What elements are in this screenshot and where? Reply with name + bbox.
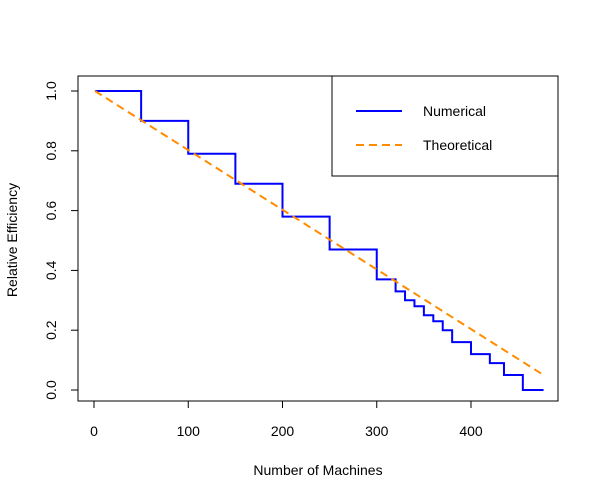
- x-tick-label-100: 100: [177, 423, 201, 439]
- y-tick-label-3: 0.6: [43, 201, 59, 221]
- series-numerical-line: [94, 90, 544, 391]
- legend-box: [331, 75, 559, 177]
- y-tick-label-0: 0.0: [43, 380, 59, 400]
- legend-label-numerical: Numerical: [423, 103, 486, 119]
- y-axis: 0.0 0.2 0.4 0.6 0.8 1.0: [43, 81, 79, 400]
- y-tick-label-4: 0.8: [43, 141, 59, 161]
- y-tick-label-2: 0.4: [43, 260, 59, 280]
- x-tick-label-400: 400: [459, 423, 483, 439]
- series-theoretical-line: [94, 90, 545, 376]
- legend: Numerical Theoretical: [331, 75, 559, 177]
- y-tick-label-5: 1.0: [43, 81, 59, 101]
- x-axis-label: Number of Machines: [253, 462, 382, 478]
- x-tick-label-0: 0: [90, 423, 98, 439]
- legend-label-theoretical: Theoretical: [423, 137, 492, 153]
- series-layer: [94, 90, 545, 391]
- x-axis: 0 100 200 300 400: [90, 400, 483, 439]
- x-tick-label-300: 300: [365, 423, 389, 439]
- x-tick-label-200: 200: [271, 423, 295, 439]
- y-tick-label-1: 0.2: [43, 320, 59, 340]
- y-axis-label: Relative Efficiency: [4, 183, 20, 297]
